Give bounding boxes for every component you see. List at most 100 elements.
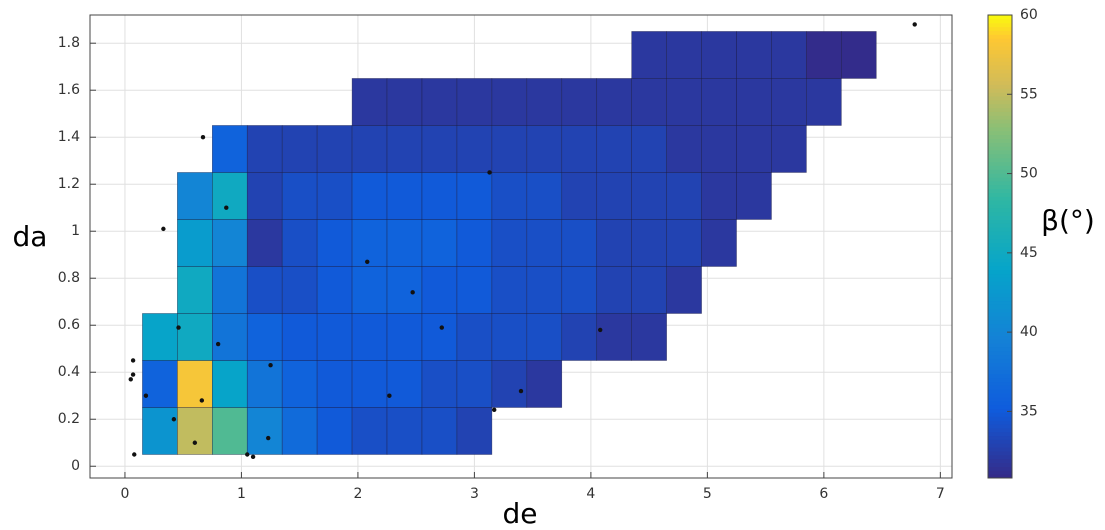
- heatmap-cell: [456, 266, 493, 314]
- heatmap-cell: [561, 266, 598, 314]
- heatmap-cell: [281, 313, 318, 361]
- heatmap-cell: [806, 78, 842, 126]
- heatmap-cell: [491, 172, 528, 220]
- heatmap-cell: [456, 172, 493, 220]
- heatmap-cell: [491, 219, 528, 267]
- colorbar-swatch: [988, 42, 1012, 47]
- colorbar-swatch: [988, 265, 1012, 271]
- heatmap-cell: [316, 313, 353, 361]
- colorbar-swatch: [988, 258, 1012, 263]
- colorbar-swatch: [988, 335, 1012, 340]
- heatmap-cell: [246, 125, 283, 173]
- colorbar-swatch: [988, 443, 1012, 448]
- colorbar-swatch: [988, 435, 1012, 440]
- heatmap-cell: [177, 313, 213, 361]
- heatmap-cell: [631, 172, 667, 220]
- colorbar-swatch: [988, 138, 1012, 143]
- colorbar-swatch: [988, 447, 1012, 452]
- colorbar-swatch: [988, 346, 1012, 352]
- colorbar-swatch: [988, 288, 1012, 294]
- colorbar-swatch: [988, 308, 1012, 313]
- heatmap-cell: [491, 266, 528, 314]
- scatter-point: [365, 259, 370, 264]
- colorbar-swatch: [988, 92, 1012, 97]
- colorbar-swatch: [988, 269, 1012, 275]
- x-tick-label: 5: [703, 486, 712, 502]
- heatmap-cell: [316, 360, 353, 408]
- scatter-point: [387, 393, 392, 398]
- heatmap-cell: [561, 78, 598, 126]
- heatmap-cell: [736, 172, 772, 220]
- heatmap-cell: [421, 172, 458, 220]
- colorbar-swatch: [988, 119, 1012, 124]
- colorbar-swatch: [988, 192, 1012, 197]
- scatter-point: [199, 398, 205, 403]
- heatmap-cell: [701, 125, 737, 173]
- scatter-point: [171, 417, 177, 422]
- colorbar-swatch: [988, 169, 1012, 174]
- heatmap-cell: [631, 125, 667, 173]
- colorbar-swatch: [988, 292, 1012, 298]
- colorbar-swatch: [988, 200, 1012, 205]
- colorbar-swatch: [988, 146, 1012, 151]
- heatmap-cell: [596, 172, 632, 220]
- heatmap-cell: [456, 125, 493, 173]
- heatmap-cell: [841, 31, 877, 79]
- colorbar-swatch: [988, 130, 1012, 136]
- colorbar-swatch: [988, 30, 1012, 35]
- colorbar-swatch: [988, 454, 1012, 460]
- colorbar-swatch: [988, 358, 1012, 363]
- heatmap-cell: [177, 266, 213, 314]
- heatmap-cell: [526, 172, 563, 220]
- heatmap-cell: [246, 407, 283, 455]
- colorbar-swatch: [988, 385, 1012, 390]
- colorbar-frame: [987, 14, 1013, 479]
- colorbar-swatch: [988, 76, 1012, 82]
- heatmap-cell: [142, 313, 178, 361]
- colorbar-swatch: [988, 34, 1012, 39]
- colorbar-swatch: [988, 296, 1012, 302]
- heatmap-cell: [421, 125, 458, 173]
- scatter-point: [130, 358, 136, 363]
- heatmap-cell: [177, 172, 213, 220]
- colorbar-swatch: [988, 123, 1012, 128]
- colorbar-swatch: [988, 246, 1012, 251]
- heatmap-cell: [456, 360, 493, 408]
- heatmap-cell: [596, 313, 632, 361]
- heatmap-cell: [596, 266, 632, 314]
- scatter-point: [492, 407, 497, 413]
- colorbar-swatch: [988, 107, 1012, 112]
- colorbar-tick-label: 55: [1020, 86, 1038, 102]
- scatter-point: [266, 435, 271, 441]
- heatmap-cell: [491, 125, 528, 173]
- scatter-point: [130, 372, 136, 377]
- heatmap-cell: [177, 407, 213, 455]
- colorbar-swatch: [988, 142, 1012, 147]
- colorbar-swatch: [988, 369, 1012, 375]
- colorbar-swatch: [988, 126, 1012, 132]
- scatter-point: [132, 452, 137, 457]
- plot-area: [90, 15, 952, 478]
- heatmap-cell: [561, 172, 598, 220]
- y-tick-label: 0.2: [58, 411, 80, 427]
- heatmap-cell: [421, 360, 458, 408]
- colorbar-swatch: [988, 173, 1012, 178]
- heatmap-cell: [142, 407, 178, 455]
- colorbar-swatch: [988, 254, 1012, 259]
- heatmap-cell: [771, 125, 807, 173]
- scatter-point: [439, 325, 444, 330]
- colorbar-swatch: [988, 420, 1012, 425]
- heatmap-cell: [526, 219, 563, 267]
- colorbar-swatch: [988, 273, 1012, 278]
- colorbar-swatch: [988, 408, 1012, 413]
- colorbar-swatch: [988, 26, 1012, 31]
- heatmap-cell: [666, 172, 702, 220]
- colorbar-swatch: [988, 261, 1012, 267]
- heatmap-cell: [246, 266, 283, 314]
- heatmap-cell: [666, 125, 702, 173]
- heatmap-cell: [281, 266, 318, 314]
- heatmap-cell: [281, 360, 318, 408]
- colorbar-swatch: [988, 400, 1012, 406]
- colorbar-tick-label: 40: [1020, 324, 1038, 340]
